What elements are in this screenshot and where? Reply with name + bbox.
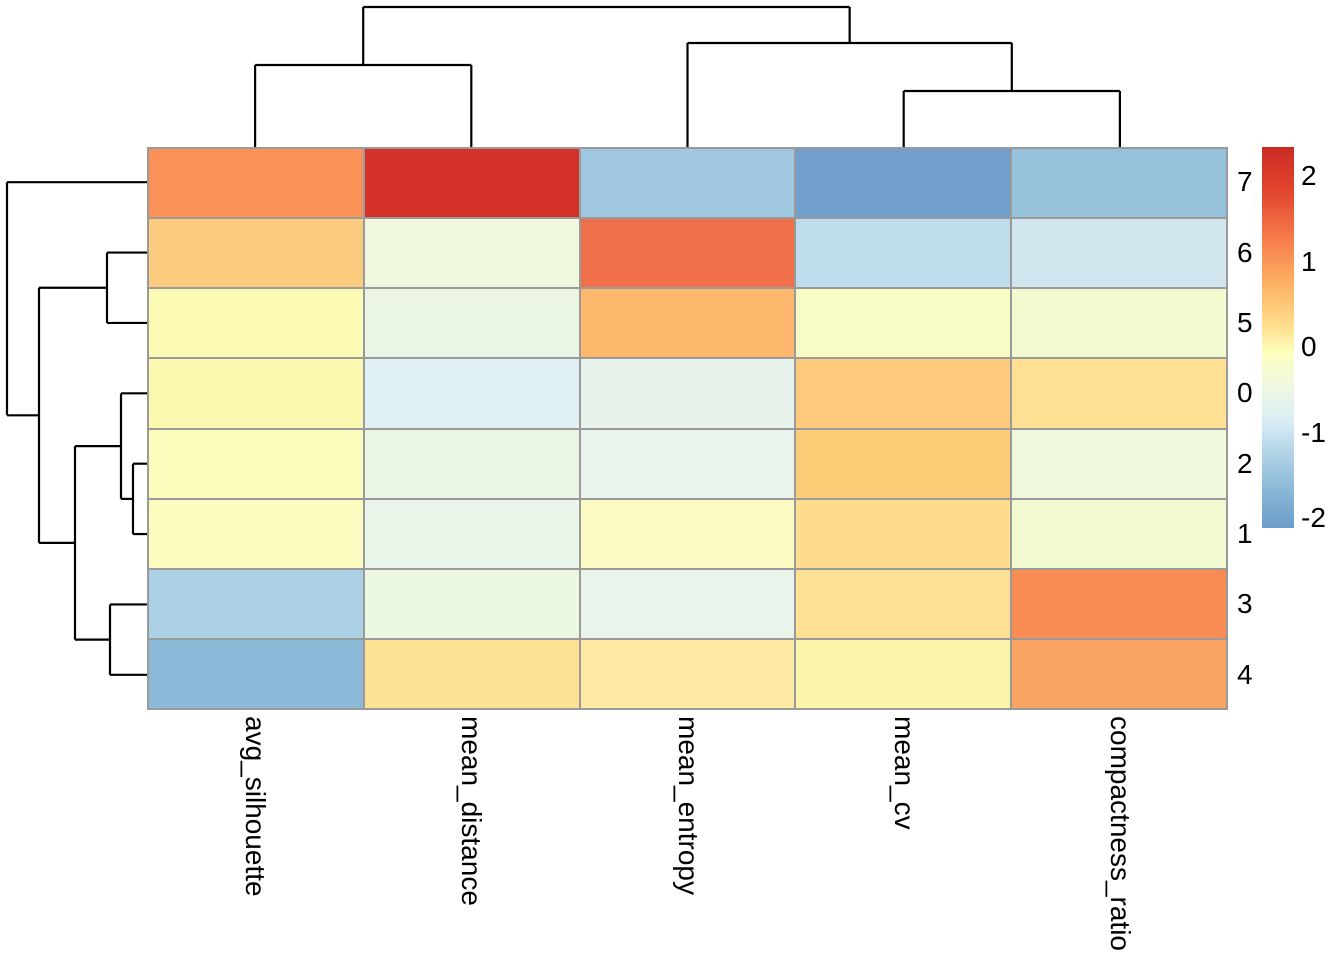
row-label: 4 [1237,658,1253,690]
heatmap-cell [580,149,795,218]
heatmap-cell [1012,359,1226,428]
column-dendrogram [254,5,1122,147]
heatmap-cell [580,219,795,288]
row-label: 7 [1237,166,1253,198]
column-label: avg_silhouette [240,716,272,897]
heatmap-cell [580,499,795,568]
column-label: mean_entropy [672,716,704,896]
heatmap-cell [796,219,1011,288]
heatmap-cell [796,639,1011,708]
heatmap-cell [149,569,363,638]
heatmap-cell [364,569,579,638]
heatmap-cell [1012,429,1226,498]
heatmap-cell [1012,219,1226,288]
heatmap-cell [149,149,363,218]
heatmap-cell [580,429,795,498]
column-label: mean_cv [888,716,920,830]
column-label: compactness_ratio [1104,716,1136,952]
heatmap-cell [149,359,363,428]
heatmap-cell [149,219,363,288]
row-label: 0 [1237,377,1253,409]
colorbar-tick-label: 0 [1301,331,1317,362]
heatmap-cell [1012,639,1226,708]
heatmap-cell [580,569,795,638]
heatmap-cell [149,639,363,708]
heatmap-cell [1012,499,1226,568]
heatmap-cell [796,569,1011,638]
heatmap-cell [796,149,1011,218]
heatmap-cell [580,289,795,358]
heatmap-cell [364,639,579,708]
heatmap-cell [1012,569,1226,638]
row-label: 1 [1237,518,1253,550]
column-label: mean_distance [456,716,488,906]
heatmap-cell [149,499,363,568]
row-label: 2 [1237,447,1253,479]
heatmap-cell [149,289,363,358]
row-label: 3 [1237,588,1253,620]
heatmap-grid [147,147,1228,710]
heatmap-cell [796,359,1011,428]
colorbar-tick-label: 2 [1301,160,1317,191]
heatmap-cell [796,289,1011,358]
heatmap-cell [580,359,795,428]
heatmap-cell [796,429,1011,498]
heatmap-cell [364,289,579,358]
heatmap-cell [364,499,579,568]
colorbar-tick-label: -2 [1301,502,1326,533]
heatmap-cell [580,639,795,708]
row-label: 6 [1237,236,1253,268]
heatmap-cell [364,359,579,428]
heatmap-cell [149,429,363,498]
heatmap-cell [364,429,579,498]
row-dendrogram [5,181,147,676]
heatmap-cell [1012,289,1226,358]
row-label: 5 [1237,306,1253,338]
colorbar-tick-label: -1 [1301,416,1326,448]
heatmap-cell [1012,149,1226,218]
heatmap-cell [796,499,1011,568]
heatmap-cell [364,149,579,218]
colorbar [1262,147,1294,528]
heatmap-cell [364,219,579,288]
colorbar-tick-label: 1 [1301,245,1317,277]
